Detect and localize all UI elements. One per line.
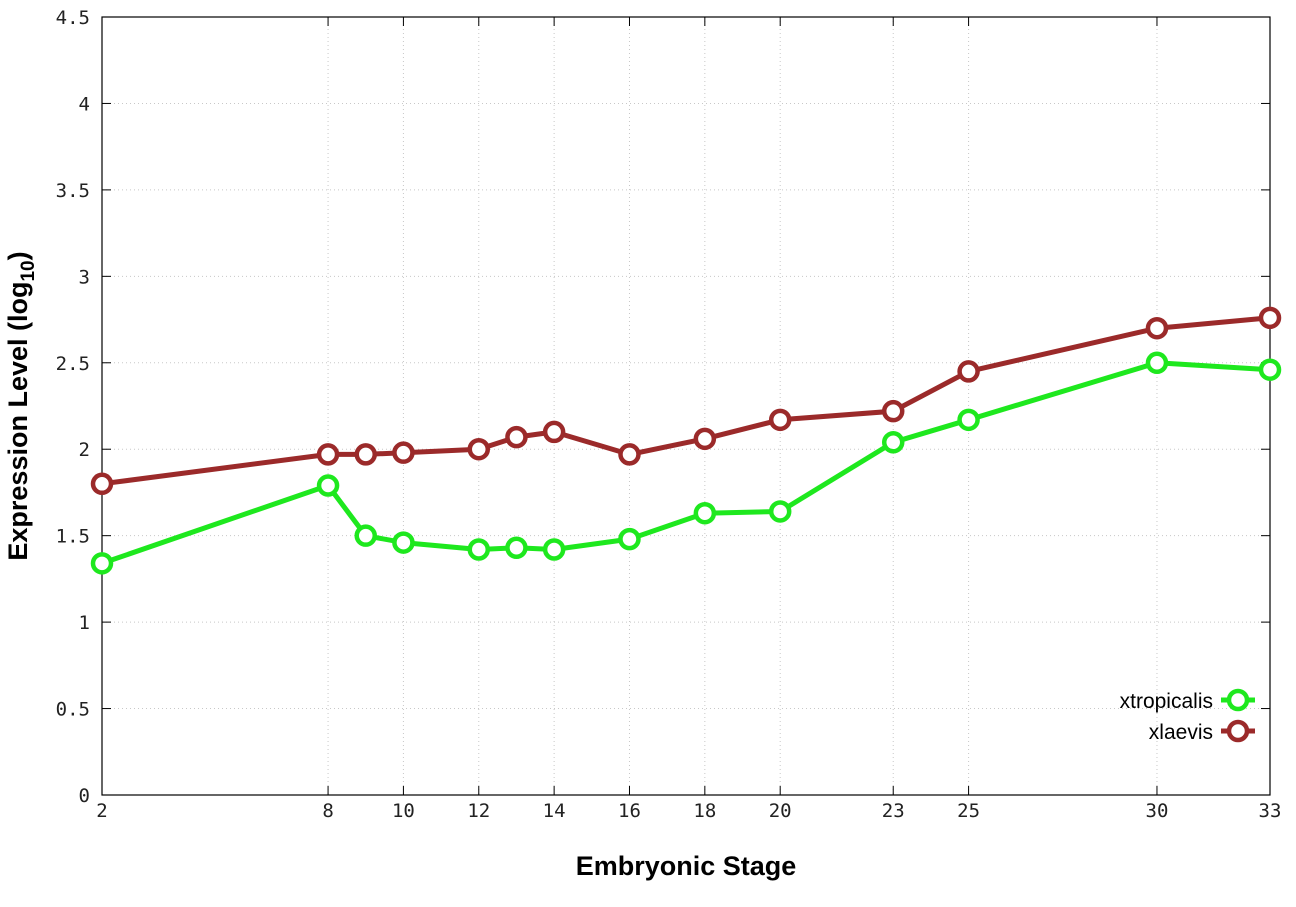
data-point-xlaevis — [90, 472, 114, 496]
data-point-xlaevis — [618, 443, 641, 466]
data-point-xtropicalis — [467, 538, 491, 561]
legend: xtropicalis xlaevis — [1120, 688, 1255, 744]
data-point-xlaevis — [392, 441, 415, 464]
data-point-xtropicalis — [542, 538, 566, 561]
data-point-xlaevis — [316, 443, 340, 466]
data-point-xlaevis — [768, 408, 792, 432]
x-tick-label: 8 — [322, 800, 333, 822]
x-tick-label: 16 — [618, 800, 641, 822]
data-point-xtropicalis — [881, 431, 905, 454]
data-point-xtropicalis — [1145, 351, 1169, 375]
data-point-xlaevis — [881, 399, 905, 423]
legend-marker — [1226, 688, 1250, 712]
data-point-xlaevis — [467, 437, 491, 461]
y-tick-label: 0 — [79, 785, 90, 807]
data-point-xlaevis — [1258, 306, 1282, 330]
data-point-xlaevis — [693, 427, 717, 451]
data-point-xtropicalis — [957, 408, 980, 432]
data-point-xlaevis — [542, 420, 566, 444]
legend-marker — [1226, 719, 1250, 743]
data-point-xlaevis — [505, 425, 528, 449]
legend-label: xtropicalis — [1120, 690, 1213, 713]
data-point-xtropicalis — [316, 474, 340, 497]
y-tick-label: 4 — [79, 93, 90, 115]
y-tick-label: 1 — [79, 612, 90, 634]
y-tick-label: 2.5 — [56, 353, 90, 375]
data-point-xtropicalis — [618, 527, 641, 551]
legend-label: xlaevis — [1149, 721, 1213, 744]
data-point-xlaevis — [1145, 316, 1169, 340]
x-tick-label: 10 — [392, 800, 415, 822]
data-point-xtropicalis — [392, 531, 415, 554]
series-xtropicalis — [90, 351, 1282, 575]
legend-entry-xlaevis: xlaevis — [1149, 719, 1255, 744]
data-point-xtropicalis — [693, 501, 717, 525]
series-layer — [90, 306, 1282, 575]
y-tick-label: 1.5 — [56, 526, 90, 548]
data-point-xlaevis — [354, 443, 377, 466]
axes: 0 0.5 1 1.5 2 2.5 3 3.5 4 4.5 2 8 10 12 14 16 18 20 23 25 30… — [56, 7, 1282, 822]
series-xlaevis — [90, 306, 1282, 496]
x-tick-label: 25 — [957, 800, 980, 822]
data-point-xtropicalis — [505, 536, 528, 560]
data-point-xtropicalis — [1258, 358, 1282, 381]
legend-entry-xtropicalis: xtropicalis — [1120, 688, 1255, 713]
y-tick-label: 4.5 — [56, 7, 90, 29]
data-point-xtropicalis — [354, 524, 377, 547]
x-tick-label: 33 — [1259, 800, 1282, 822]
series-line-xlaevis — [101, 315, 1271, 487]
data-point-xtropicalis — [90, 552, 114, 575]
y-axis-title-suffix: ) — [3, 251, 33, 260]
x-tick-label: 18 — [693, 800, 716, 822]
grid — [101, 16, 1271, 796]
x-tick-label: 20 — [769, 800, 792, 822]
x-tick-label: 12 — [467, 800, 490, 822]
x-tick-label: 14 — [543, 800, 566, 822]
y-axis-title-main: Expression Level (log — [3, 282, 33, 561]
y-tick-label: 3 — [79, 266, 90, 288]
x-tick-label: 2 — [96, 800, 107, 822]
x-axis-title: Embryonic Stage — [576, 851, 797, 881]
y-tick-label: 3.5 — [56, 180, 90, 202]
data-point-xlaevis — [957, 360, 980, 383]
x-tick-label: 23 — [882, 800, 905, 822]
plot-frame — [101, 16, 1271, 796]
y-tick-label: 2 — [79, 439, 90, 461]
data-point-xtropicalis — [768, 500, 792, 523]
y-axis-title: Expression Level (log10) — [3, 251, 39, 560]
y-axis-title-subscript: 10 — [18, 260, 39, 281]
y-tick-label: 0.5 — [56, 699, 90, 721]
x-tick-label: 30 — [1146, 800, 1169, 822]
